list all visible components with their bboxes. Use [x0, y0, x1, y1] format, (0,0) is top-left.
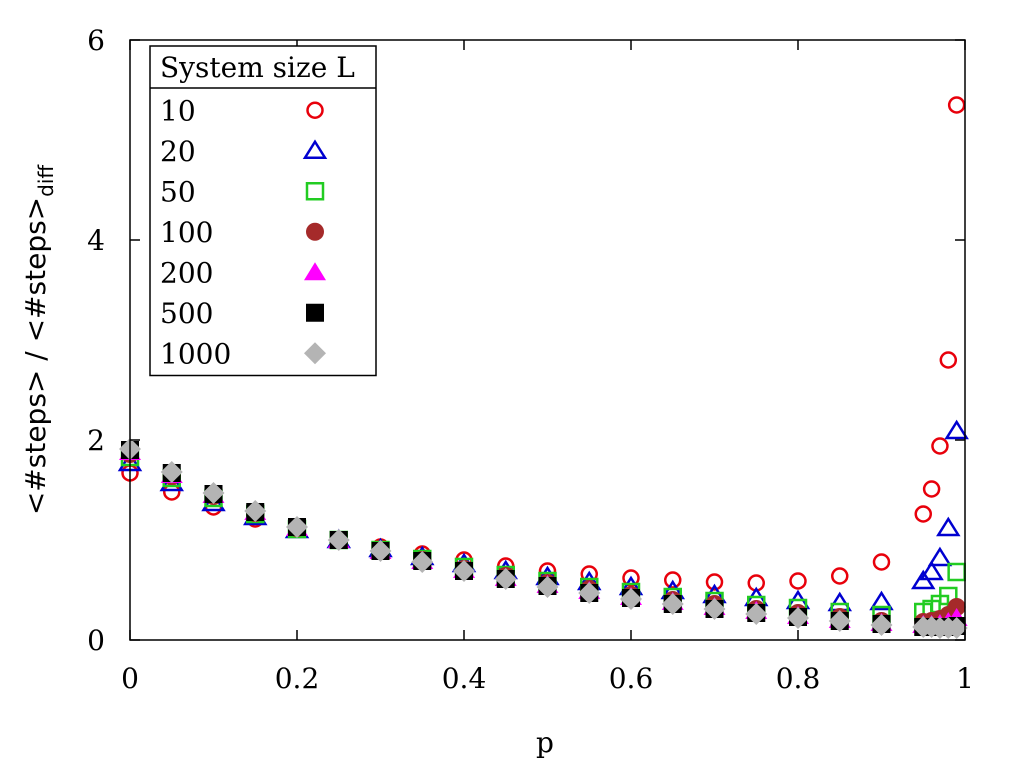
- data-point: [411, 551, 434, 573]
- data-point: [160, 461, 183, 483]
- data-point: [947, 598, 966, 616]
- legend-label: 20: [160, 135, 196, 168]
- data-point: [872, 553, 891, 571]
- data-point: [453, 560, 475, 582]
- legend-title: System size L: [160, 51, 355, 84]
- plot-area-frame: [129, 39, 966, 641]
- y-axis-label-main: <#steps> / <#steps>: [19, 197, 52, 515]
- legend-label: 10: [160, 94, 196, 127]
- y-tick-label: 0: [87, 624, 105, 657]
- data-point: [622, 569, 640, 587]
- legend-marker: [306, 222, 324, 241]
- x-tick-label: 1: [956, 662, 974, 695]
- data-point: [945, 617, 968, 639]
- data-point: [870, 614, 893, 636]
- data-point: [939, 351, 958, 369]
- data-point: [494, 568, 517, 590]
- legend-label: 50: [160, 175, 196, 208]
- x-tick-label: 0.6: [609, 662, 654, 695]
- data-point: [244, 500, 267, 522]
- legend-marker: [306, 101, 324, 119]
- x-tick-label: 0.2: [275, 662, 320, 695]
- y-tick-label: 6: [87, 24, 105, 57]
- data-point: [936, 516, 961, 537]
- data-point: [944, 419, 969, 440]
- data-point: [931, 437, 949, 455]
- data-point: [620, 588, 642, 610]
- legend-marker: [305, 182, 325, 201]
- data-point: [536, 576, 559, 598]
- data-point: [927, 546, 953, 567]
- legend-label: 200: [160, 256, 213, 289]
- data-point: [919, 560, 944, 581]
- legend-marker: [306, 303, 324, 322]
- data-point: [922, 480, 941, 498]
- x-tick-label: 0.8: [776, 662, 821, 695]
- legend-marker: [304, 262, 326, 281]
- data-point: [831, 567, 849, 585]
- x-axis-label: p: [536, 726, 554, 759]
- data-point: [914, 505, 932, 523]
- data-point: [745, 603, 768, 625]
- y-axis-label-subscript: diff: [34, 164, 58, 197]
- data-point: [869, 590, 894, 611]
- legend-marker: [304, 342, 326, 365]
- data-point: [789, 572, 807, 590]
- data-point: [828, 610, 851, 632]
- legend-marker: [302, 139, 328, 159]
- data-point: [664, 571, 682, 589]
- y-tick-label: 4: [87, 224, 105, 257]
- legend-label: 500: [160, 297, 213, 330]
- data-point: [578, 582, 601, 604]
- data-point: [705, 573, 724, 591]
- data-point: [369, 540, 392, 562]
- data-point: [661, 593, 684, 615]
- data-point: [947, 96, 966, 114]
- legend-label: 100: [160, 216, 213, 249]
- y-tick-label: 2: [87, 424, 105, 457]
- legend: System size L 10 20 50 100 200 500 1000: [149, 45, 377, 377]
- legend-box: [149, 45, 377, 377]
- data-point: [787, 607, 809, 629]
- x-tick-label: 0.4: [442, 662, 487, 695]
- legend-label: 1000: [160, 337, 231, 370]
- data-point: [286, 516, 308, 538]
- data-point: [703, 598, 726, 620]
- data-point: [327, 529, 350, 551]
- data-point: [202, 482, 225, 504]
- series-1000: [119, 438, 968, 639]
- x-tick-label: 0: [121, 662, 139, 695]
- y-axis-label: <#steps> / <#steps>diff: [19, 164, 58, 516]
- data-marks: [117, 96, 969, 639]
